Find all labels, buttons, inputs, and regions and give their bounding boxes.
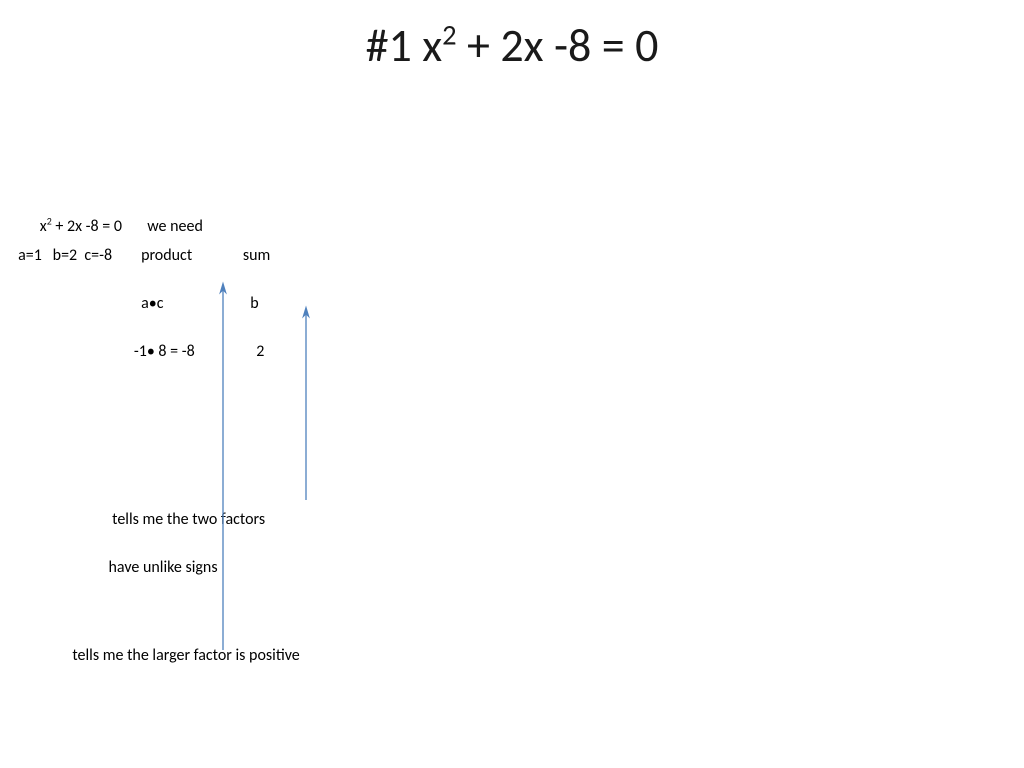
slide-title: #1 x2 + 2x -8 = 0	[0, 18, 1024, 74]
ac-b-labels: a•c b	[0, 294, 1024, 313]
coefficients-line: a=1 b=2 c=-8 product sum	[0, 246, 1024, 265]
slide: #1 x2 + 2x -8 = 0 x2 + 2x -8 = 0 we need…	[0, 0, 1024, 768]
problem-number: #1	[366, 18, 412, 74]
factors-note-2: have unlike signs	[0, 558, 1024, 577]
factors-note-1: tells me the two factors	[0, 510, 1024, 529]
ac-b-values: -1• 8 = -8 2	[0, 342, 1024, 361]
larger-factor-note: tells me the larger factor is positive	[0, 646, 1024, 665]
